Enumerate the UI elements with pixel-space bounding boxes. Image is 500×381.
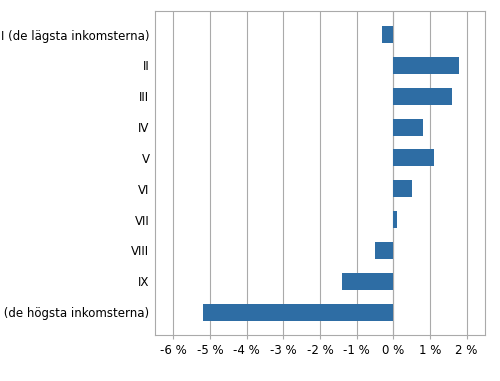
Bar <box>394 211 397 228</box>
Bar <box>202 304 394 320</box>
Bar <box>394 118 422 136</box>
Bar <box>394 149 434 166</box>
Bar <box>394 57 460 74</box>
Bar <box>394 180 411 197</box>
Bar <box>394 88 452 105</box>
Bar <box>382 26 394 43</box>
Bar <box>375 242 394 259</box>
Bar <box>342 273 394 290</box>
